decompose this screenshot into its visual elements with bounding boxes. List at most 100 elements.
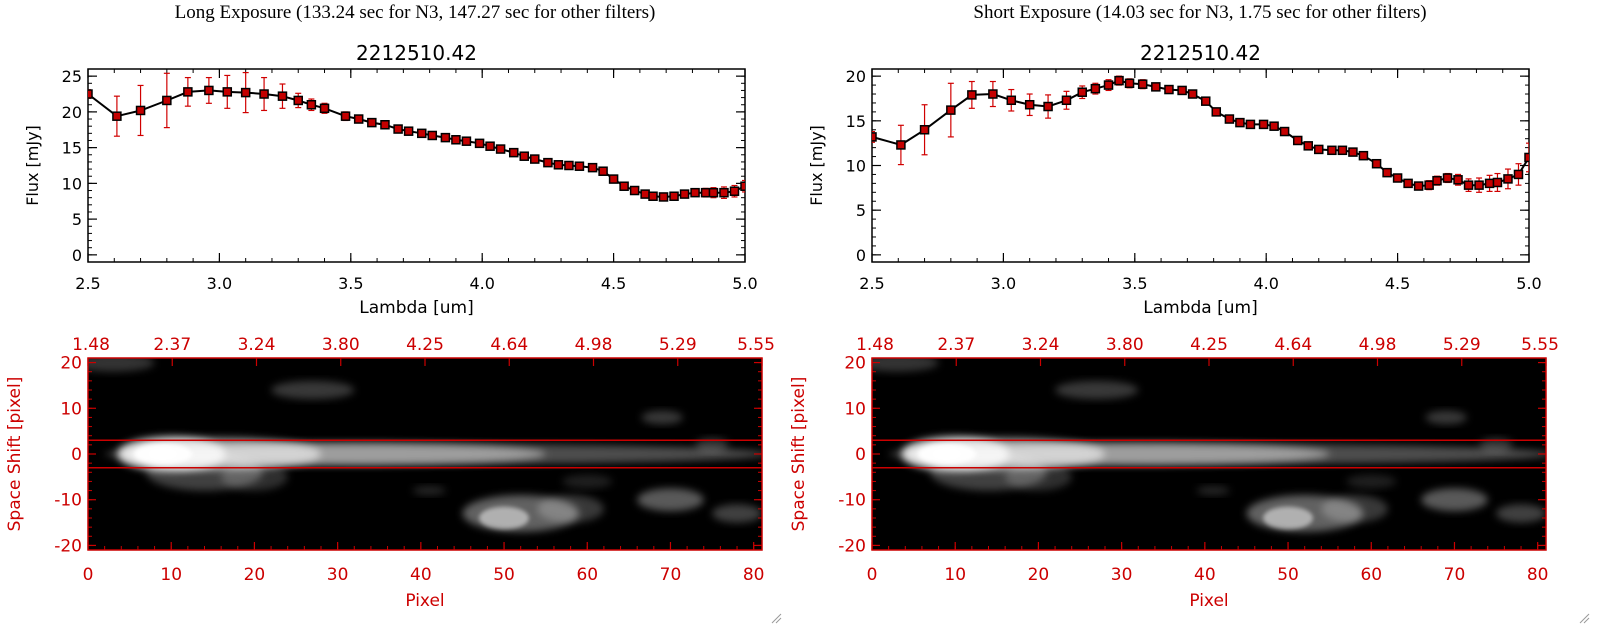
x-tick-label: 4.5 — [601, 274, 626, 293]
data-point — [403, 126, 414, 136]
x-tick-label: 5.0 — [732, 274, 757, 293]
emission-blob — [641, 410, 683, 425]
emission-blob — [1321, 495, 1388, 523]
data-point — [1211, 107, 1222, 117]
x-tick-label: 0 — [83, 565, 94, 585]
top-axis-label: 5.29 — [1443, 335, 1481, 355]
data-point — [319, 103, 330, 114]
top-axis-label: 4.25 — [406, 335, 444, 355]
top-axis-label: 4.98 — [575, 335, 613, 355]
data-point — [306, 99, 317, 110]
resize-grip-icon[interactable] — [770, 612, 782, 624]
x-tick-label: 80 — [1527, 565, 1549, 585]
data-point — [440, 132, 451, 143]
data-point — [519, 151, 529, 161]
data-point — [1061, 95, 1072, 106]
data-point — [135, 105, 146, 116]
data-point — [946, 105, 956, 115]
emission-blob — [1055, 380, 1139, 400]
top-axis-label: 3.24 — [238, 335, 276, 355]
top-axis-label: 3.24 — [1022, 335, 1060, 355]
data-point — [240, 87, 251, 98]
data-point — [658, 192, 669, 202]
data-point — [1224, 114, 1235, 124]
data-point — [1137, 79, 1148, 89]
data-point — [700, 187, 711, 198]
data-point — [162, 95, 172, 106]
emission-blob — [1421, 488, 1488, 512]
data-point — [629, 185, 640, 196]
data-point — [564, 160, 574, 171]
emission-blob — [1005, 463, 1072, 491]
data-point — [669, 191, 679, 201]
emission-blob — [412, 486, 446, 496]
x-tick-label: 10 — [160, 565, 182, 585]
data-point — [608, 174, 619, 184]
data-layer — [872, 75, 1529, 193]
x-tick-label: 4.0 — [1253, 274, 1278, 293]
y-tick-label: 20 — [844, 354, 866, 374]
data-point — [587, 162, 598, 173]
emission-blob — [147, 448, 178, 460]
data-point — [1043, 101, 1053, 112]
y-tick-label: 5 — [72, 210, 82, 229]
x-tick-label: 3.5 — [338, 274, 363, 293]
chart-title: 2212510.42 — [356, 41, 477, 65]
data-point — [1090, 83, 1101, 94]
top-axis-label: 4.64 — [490, 335, 528, 355]
data-point — [340, 111, 351, 121]
data-point — [293, 95, 303, 106]
data-point — [1453, 175, 1463, 185]
data-point — [1492, 177, 1503, 188]
x-tick-label: 60 — [576, 565, 598, 585]
data-point — [648, 191, 658, 201]
data-point — [1077, 87, 1087, 97]
y-tick-label: -10 — [54, 491, 82, 511]
emission-blob — [1425, 410, 1467, 425]
data-point — [259, 89, 269, 99]
data-point — [872, 132, 877, 142]
y-axis-label: Flux [mJy] — [23, 125, 42, 206]
data-point — [1187, 89, 1198, 99]
x-tick-label: 20 — [244, 565, 266, 585]
data-point — [708, 187, 719, 198]
data-point — [451, 135, 461, 145]
data-point — [1024, 99, 1035, 110]
emission-blob — [537, 495, 604, 523]
x-tick-label: 40 — [410, 565, 432, 585]
top-axis-label: 5.55 — [1521, 335, 1559, 355]
y-tick-label: 15 — [846, 112, 866, 131]
resize-grip-icon[interactable] — [1578, 612, 1590, 624]
data-point — [1103, 80, 1114, 90]
data-point — [1513, 169, 1524, 180]
y-tick-label: 15 — [62, 139, 82, 158]
data-point — [574, 161, 585, 171]
emission-blob — [479, 506, 530, 530]
data-point — [640, 189, 650, 199]
top-axis-label: 3.80 — [322, 335, 360, 355]
data-point — [204, 85, 214, 96]
y-tick-label: 10 — [846, 157, 866, 176]
y-tick-label: 20 — [60, 354, 82, 374]
data-point — [1292, 135, 1303, 146]
data-point — [222, 87, 233, 97]
emission-layer — [872, 358, 1546, 532]
y-tick-label: 10 — [844, 399, 866, 419]
data-point — [896, 140, 906, 150]
y-tick-label: 10 — [60, 399, 82, 419]
y-tick-label: 0 — [72, 246, 82, 265]
x-tick-label: 2.5 — [75, 274, 100, 293]
top-axis-label: 2.37 — [153, 335, 191, 355]
data-point — [508, 147, 519, 158]
data-point — [1442, 173, 1453, 183]
emission-blob — [931, 448, 962, 460]
plot-frame — [87, 68, 746, 263]
x-tick-label: 3.0 — [991, 274, 1016, 293]
data-point — [1269, 121, 1279, 131]
top-axis-label: 1.48 — [72, 335, 110, 355]
data-point — [919, 125, 930, 135]
x-axis-label: Lambda [um] — [359, 298, 473, 318]
data-point — [1348, 147, 1358, 157]
data-point — [967, 90, 977, 100]
data-point — [1177, 85, 1187, 96]
